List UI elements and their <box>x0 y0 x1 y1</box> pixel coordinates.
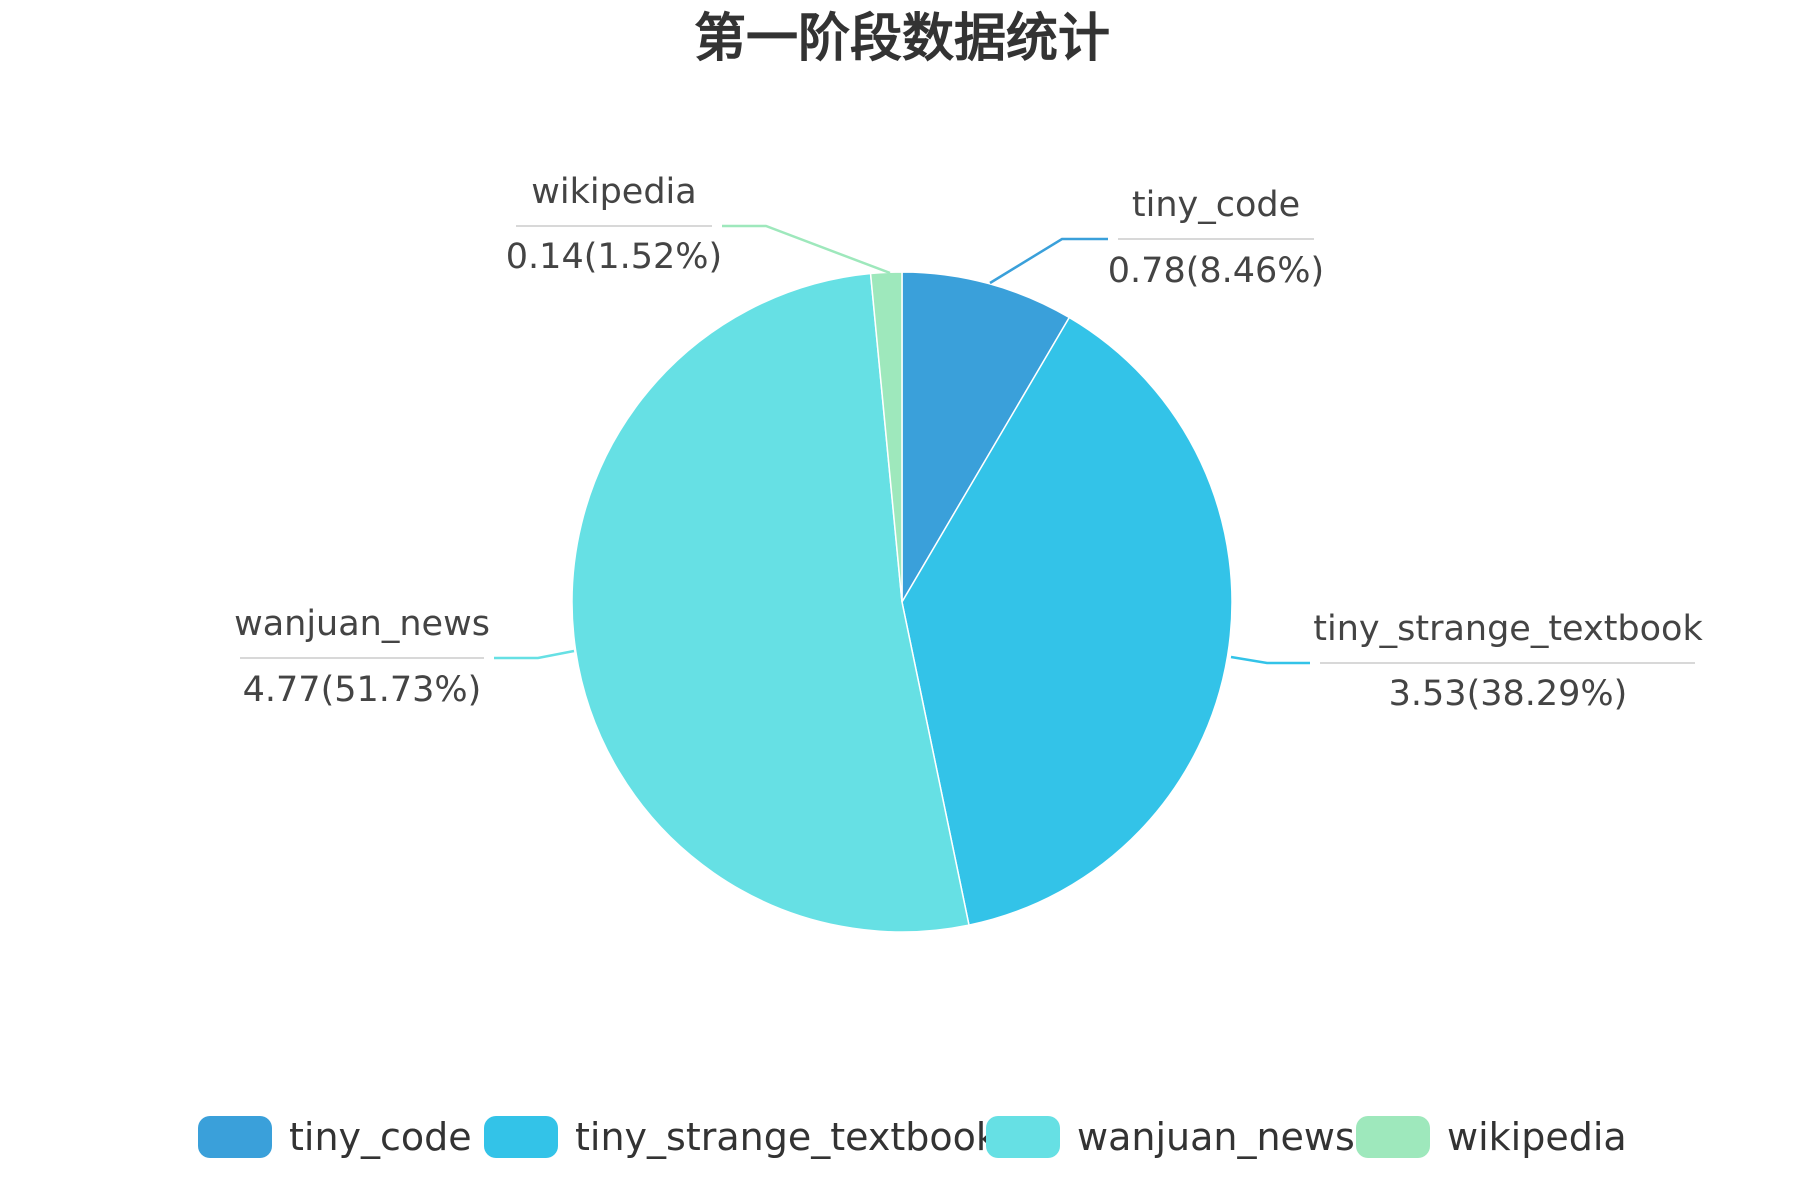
pie-slice-tiny-strange-textbook[interactable] <box>901 316 1233 927</box>
chart-title: 第一阶段数据统计 <box>694 9 1110 69</box>
leader-line-tiny-code <box>989 237 1108 285</box>
slice-label-value: 3.53(38.29%) <box>1389 674 1628 714</box>
slice-label-name: tiny_code <box>1132 185 1300 225</box>
slice-labels: tiny_code 0.78(8.46%) tiny_strange_textboo… <box>234 172 1703 714</box>
pie-slices <box>571 271 1233 933</box>
legend-swatch <box>1356 1116 1430 1158</box>
legend-label: wanjuan_news <box>1077 1115 1355 1159</box>
legend-swatch <box>198 1116 272 1158</box>
legend-item-tiny-code[interactable]: tiny_code <box>198 1115 472 1159</box>
slice-label-name: tiny_strange_textbook <box>1313 609 1703 649</box>
slice-label-value: 0.14(1.52%) <box>506 237 722 277</box>
pie-slice-wanjuan-news[interactable] <box>571 272 970 933</box>
leader-line-tiny-strange-textbook <box>1230 655 1310 665</box>
leader-line-wanjuan-news <box>494 649 575 660</box>
legend-label: tiny_strange_textbook <box>575 1115 998 1159</box>
legend: tiny_code tiny_strange_textbook wanjuan_ne… <box>198 1115 1627 1159</box>
legend-item-wanjuan-news[interactable]: wanjuan_news <box>986 1115 1355 1159</box>
legend-label: tiny_code <box>289 1115 472 1159</box>
legend-swatch <box>484 1116 558 1158</box>
pie-slice-tiny-code[interactable] <box>901 271 1071 605</box>
slice-label-value: 0.78(8.46%) <box>1108 251 1324 291</box>
slice-label-name: wanjuan_news <box>234 604 490 644</box>
legend-swatch <box>986 1116 1060 1158</box>
legend-item-tiny-strange-textbook[interactable]: tiny_strange_textbook <box>484 1115 998 1159</box>
leader-line-wikipedia <box>722 224 891 275</box>
slice-label-value: 4.77(51.73%) <box>243 670 482 710</box>
slice-label-name: wikipedia <box>531 172 696 212</box>
legend-label: wikipedia <box>1447 1115 1627 1159</box>
legend-item-wikipedia[interactable]: wikipedia <box>1356 1115 1627 1159</box>
